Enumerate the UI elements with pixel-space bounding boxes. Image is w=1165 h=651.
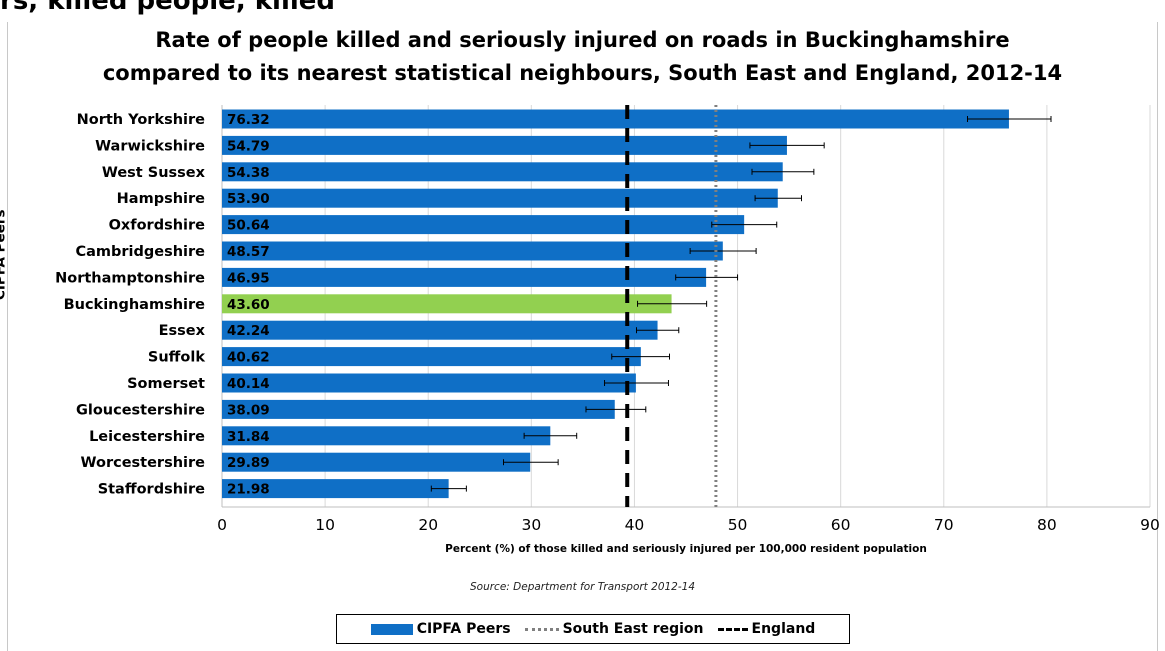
chart-title-line-2: compared to its nearest statistical neig… <box>102 61 1063 85</box>
bar-somerset <box>222 373 636 393</box>
legend-item-south-east: South East region <box>524 621 704 637</box>
value-label-staffordshire: 21.98 <box>227 482 270 498</box>
chart-title-line-1: Rate of people killed and seriously inju… <box>155 28 1010 52</box>
legend-label-peers: CIPFA Peers <box>416 621 511 637</box>
clipped-heading-above: rs, killed people, killed <box>0 0 336 16</box>
category-label-essex: Essex <box>159 323 206 339</box>
category-label-west-sussex: West Sussex <box>102 165 206 181</box>
x-tick-label-40: 40 <box>625 516 645 534</box>
value-label-worcestershire: 29.89 <box>227 455 270 471</box>
category-label-leicestershire: Leicestershire <box>89 429 205 445</box>
bar-cambridgeshire <box>222 241 723 261</box>
value-label-cambridgeshire: 48.57 <box>227 244 270 260</box>
category-label-worcestershire: Worcestershire <box>81 455 206 471</box>
category-label-staffordshire: Staffordshire <box>98 482 205 498</box>
category-label-gloucestershire: Gloucestershire <box>76 402 205 418</box>
bars <box>222 109 1009 499</box>
value-label-suffolk: 40.62 <box>227 350 270 366</box>
frame-right-border <box>1157 22 1158 651</box>
value-label-northamptonshire: 46.95 <box>227 270 270 286</box>
bar-northamptonshire <box>222 267 707 287</box>
x-tick-label-10: 10 <box>315 516 335 534</box>
value-label-essex: 42.24 <box>227 323 270 339</box>
category-labels: North Yorkshire Warwickshire West Sussex Ha… <box>55 112 206 498</box>
frame-left-border <box>7 22 8 651</box>
legend-label-south-east: South East region <box>562 621 704 637</box>
x-tick-label-0: 0 <box>217 516 227 534</box>
bar-north-yorkshire <box>222 109 1009 129</box>
bar-leicestershire <box>222 426 551 446</box>
legend-swatch-england <box>717 627 748 631</box>
category-label-oxfordshire: Oxfordshire <box>109 218 206 234</box>
category-label-warwickshire: Warwickshire <box>95 138 205 154</box>
legend-item-england: England <box>717 621 816 637</box>
x-tick-label-50: 50 <box>728 516 748 534</box>
x-tick-label-60: 60 <box>831 516 851 534</box>
error-bars <box>430 116 1052 492</box>
x-tick-label-80: 80 <box>1037 516 1057 534</box>
bar-value-labels: 76.32 54.79 54.38 53.90 50.64 48.57 46.95 43.60… <box>227 112 270 498</box>
bar-essex <box>222 320 658 340</box>
value-label-north-yorkshire: 76.32 <box>227 112 270 128</box>
category-label-hampshire: Hampshire <box>117 191 205 207</box>
category-label-north-yorkshire: North Yorkshire <box>77 112 206 128</box>
x-tick-label-30: 30 <box>521 516 541 534</box>
category-label-buckinghamshire: Buckinghamshire <box>64 297 206 313</box>
category-label-northamptonshire: Northamptonshire <box>55 270 205 286</box>
x-tick-labels: 0 10 20 30 40 50 60 70 80 90 <box>217 516 1160 534</box>
legend-swatch-south-east <box>524 627 559 631</box>
bar-worcestershire <box>222 452 531 472</box>
bar-west-sussex <box>222 162 783 182</box>
value-label-west-sussex: 54.38 <box>227 165 270 181</box>
value-label-somerset: 40.14 <box>227 376 270 392</box>
bar-oxfordshire <box>222 215 745 235</box>
category-label-somerset: Somerset <box>127 376 205 392</box>
value-label-leicestershire: 31.84 <box>227 429 270 445</box>
x-tick-label-20: 20 <box>418 516 438 534</box>
value-label-hampshire: 53.90 <box>227 191 270 207</box>
x-tick-label-70: 70 <box>934 516 954 534</box>
bar-buckinghamshire <box>222 294 672 314</box>
category-label-suffolk: Suffolk <box>148 350 205 366</box>
y-axis-label: CIPFA Peers <box>0 209 9 300</box>
x-axis-label: Percent (%) of those killed and seriousl… <box>445 543 927 555</box>
category-label-cambridgeshire: Cambridgeshire <box>75 244 205 260</box>
bar-hampshire <box>222 188 778 208</box>
bar-staffordshire <box>222 479 449 499</box>
chart-title: Rate of people killed and seriously inju… <box>0 24 1165 90</box>
value-label-oxfordshire: 50.64 <box>227 218 270 234</box>
source-note: Source: Department for Transport 2012-14 <box>469 581 696 593</box>
x-tick-label-90: 90 <box>1140 516 1160 534</box>
legend: CIPFA Peers South East region England <box>336 614 850 644</box>
legend-swatch-peers <box>370 623 413 635</box>
legend-label-england: England <box>751 621 816 637</box>
legend-item-peers: CIPFA Peers <box>370 621 511 637</box>
bar-warwickshire <box>222 135 787 155</box>
bar-suffolk <box>222 347 641 367</box>
reference-lines <box>625 105 718 507</box>
bar-gloucestershire <box>222 399 615 419</box>
value-label-buckinghamshire: 43.60 <box>227 297 270 313</box>
value-label-gloucestershire: 38.09 <box>227 402 270 418</box>
value-label-warwickshire: 54.79 <box>227 138 270 154</box>
